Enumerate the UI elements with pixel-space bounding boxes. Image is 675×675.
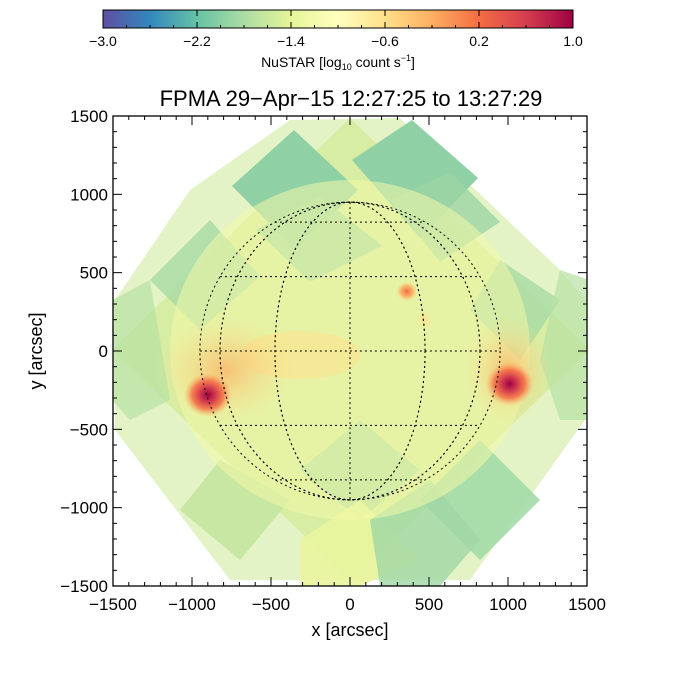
x-tick-label: −1000 [168, 595, 216, 614]
y-tick-label: 0 [99, 342, 108, 361]
chart-title: FPMA 29−Apr−15 12:27:25 to 13:27:29 [160, 86, 543, 111]
colorbar-tick-label: −2.2 [183, 33, 211, 49]
x-axis-label: x [arcsec] [311, 620, 388, 640]
bright-sources [183, 281, 534, 417]
y-tick-label: 500 [80, 264, 108, 283]
x-tick-label: −500 [252, 595, 290, 614]
colorbar-label: NuSTAR [log10 count s−1] [261, 53, 415, 72]
colorbar-tick-label: −1.4 [277, 33, 305, 49]
source-disk-source-small-se [416, 311, 433, 328]
x-tick-label: −1500 [89, 595, 137, 614]
colorbar-tick-label: −0.6 [371, 33, 399, 49]
y-axis-label: y [arcsec] [26, 312, 46, 389]
x-tick-label: 1000 [489, 595, 527, 614]
source-east-limb-bright-source [183, 372, 232, 417]
y-tick-label: 1500 [70, 107, 108, 126]
y-tick-label: −500 [70, 420, 108, 439]
x-tick-label: 500 [415, 595, 443, 614]
y-tick-label: 1000 [70, 185, 108, 204]
y-tick-label: −1500 [60, 577, 108, 596]
y-tick-label: −1000 [60, 499, 108, 518]
solar-disk-grid [199, 201, 501, 501]
colorbar-tick-label: −3.0 [89, 33, 117, 49]
source-disk-source-ne [395, 281, 418, 302]
source-west-limb-bright-source [485, 361, 534, 406]
colorbar-ticks: −3.0 −2.2 −1.4 −0.6 0.2 1.0 [89, 10, 583, 49]
field-of-view-mosaic [113, 118, 587, 586]
x-tick-label: 1500 [568, 595, 606, 614]
x-tick-label: 0 [345, 595, 354, 614]
colorbar-tick-label: 0.2 [469, 33, 489, 49]
colorbar-tick-label: 1.0 [563, 33, 583, 49]
axis-ticks: −1500 −1000 −500 0 500 1000 1500 −1500 −1000 −500… [60, 107, 606, 614]
heatmap-image [113, 118, 587, 586]
